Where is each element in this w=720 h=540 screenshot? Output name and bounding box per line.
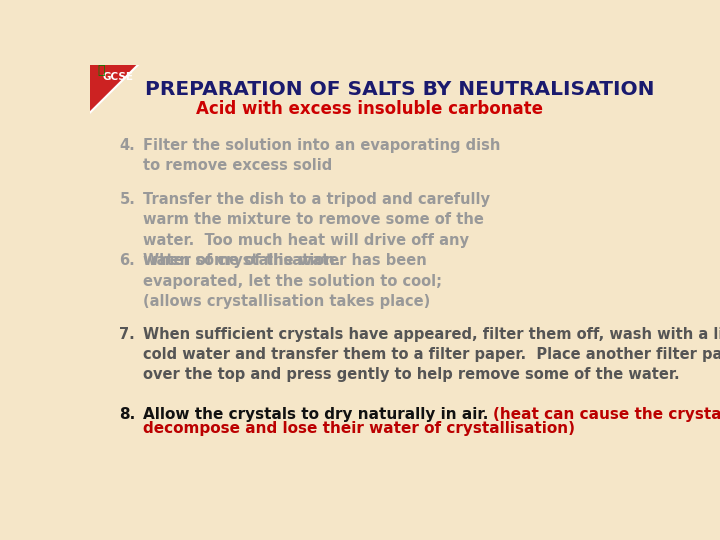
Text: (heat can cause the crystals to: (heat can cause the crystals to bbox=[493, 408, 720, 422]
Text: decompose and lose their water of crystallisation): decompose and lose their water of crysta… bbox=[143, 421, 575, 436]
Text: 4.: 4. bbox=[120, 138, 135, 153]
Text: When some of the water has been
evaporated, let the solution to cool;
(allows cr: When some of the water has been evaporat… bbox=[143, 253, 441, 309]
Text: 🌲: 🌲 bbox=[98, 64, 105, 77]
Text: Filter the solution into an evaporating dish
to remove excess solid: Filter the solution into an evaporating … bbox=[143, 138, 500, 173]
Text: PREPARATION OF SALTS BY NEUTRALISATION: PREPARATION OF SALTS BY NEUTRALISATION bbox=[145, 80, 654, 99]
Text: 7.: 7. bbox=[120, 327, 135, 342]
Text: 8.: 8. bbox=[120, 408, 135, 422]
Polygon shape bbox=[90, 65, 138, 112]
Text: 6.: 6. bbox=[120, 253, 135, 268]
Text: When sufficient crystals have appeared, filter them off, wash with a little
cold: When sufficient crystals have appeared, … bbox=[143, 327, 720, 382]
Text: Allow the crystals to dry naturally in air.: Allow the crystals to dry naturally in a… bbox=[143, 408, 493, 422]
Text: GCSE: GCSE bbox=[102, 72, 133, 82]
Text: Transfer the dish to a tripod and carefully
warm the mixture to remove some of t: Transfer the dish to a tripod and carefu… bbox=[143, 192, 490, 268]
Text: Acid with excess insoluble carbonate: Acid with excess insoluble carbonate bbox=[196, 100, 542, 118]
Text: 5.: 5. bbox=[120, 192, 135, 207]
